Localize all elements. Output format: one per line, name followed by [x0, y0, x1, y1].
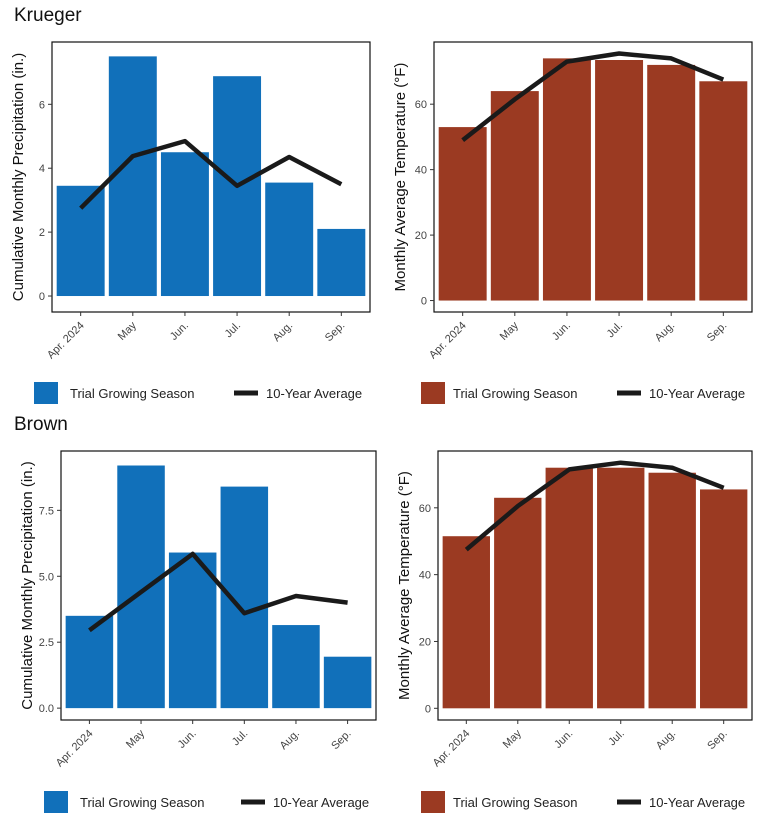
x-tick-label: Aug.: [654, 728, 678, 752]
plot-frame: [60, 450, 377, 721]
y-tick-label: 40: [419, 570, 431, 582]
x-tick-label: Jul.: [230, 728, 251, 749]
y-axis-label: Cumulative Monthly Precipitation (in.): [10, 53, 27, 301]
chart-panel-krueger-precip: 0 2 4 6 Apr. 2024 May Jun. Jul. Aug. Sep. Cumulati…: [10, 41, 371, 362]
bar-jul: [597, 467, 645, 709]
y-tick-label: 20: [415, 230, 427, 242]
x-tick-label: May: [124, 727, 148, 751]
x-tick-label: Apr. 2024: [427, 320, 469, 362]
x-tick-label: May: [116, 319, 140, 343]
bar-may: [117, 465, 165, 709]
chart-panel-krueger-temp: 0 20 40 60 Apr. 2024 May Jun. Jul. Aug. Sep. Month…: [392, 41, 753, 362]
x-tick-label: Apr. 2024: [54, 728, 96, 770]
bar-sep: [699, 81, 748, 301]
bar-aug: [272, 625, 320, 709]
legend-bar-swatch: [44, 791, 68, 813]
y-axis-label: Monthly Average Temperature (°F): [392, 63, 409, 292]
x-tick-label: Sep.: [323, 320, 347, 344]
x-tick-label: Jul.: [606, 728, 627, 749]
y-tick-label: 60: [415, 99, 427, 111]
y-axis-label: Monthly Average Temperature (°F): [396, 471, 413, 700]
y-tick-label: 20: [419, 636, 431, 648]
bar-apr-2024: [56, 185, 105, 297]
legend-bar-label: Trial Growing Season: [70, 386, 195, 401]
bar-jun: [160, 152, 209, 297]
legend-line-label: 10-Year Average: [649, 386, 745, 401]
legend-bar-swatch: [421, 791, 445, 813]
x-tick-label: Sep.: [329, 728, 353, 752]
legend-line-label: 10-Year Average: [649, 795, 745, 810]
bar-sep: [323, 656, 372, 709]
plot-frame: [433, 41, 753, 313]
y-tick-label: 0: [39, 291, 45, 303]
x-tick-label: Jun.: [168, 320, 191, 343]
ten-year-average-line: [88, 551, 348, 633]
y-tick-label: 6: [39, 99, 45, 111]
x-tick-label: Apr. 2024: [45, 320, 87, 362]
legend-bar-swatch: [34, 382, 58, 404]
legend-krueger-temp: Trial Growing Season 10-Year Average: [421, 382, 745, 404]
chart-panel-brown-precip: 0.0 2.5 5.0 7.5 Apr. 2024 May Jun. Jul. Aug. Sep.…: [19, 450, 377, 770]
x-tick-label: Jun.: [550, 320, 573, 343]
bar-apr-2024: [65, 615, 114, 709]
site-title-krueger: Krueger: [14, 5, 82, 26]
bar-may: [108, 56, 157, 297]
bar-aug: [265, 182, 314, 297]
x-tick-label: Jun.: [176, 728, 199, 751]
legend-bar-label: Trial Growing Season: [80, 795, 205, 810]
x-tick-label: Jun.: [552, 728, 575, 751]
legend-bar-label: Trial Growing Season: [453, 795, 578, 810]
x-tick-label: Aug.: [278, 728, 302, 752]
bar-apr-2024: [438, 127, 487, 301]
y-tick-label: 4: [39, 163, 45, 175]
x-tick-label: Sep.: [705, 320, 729, 344]
legend-krueger-precip: Trial Growing Season 10-Year Average: [34, 382, 362, 404]
bar-jun: [545, 467, 593, 709]
legend-brown-precip: Trial Growing Season 10-Year Average: [44, 791, 369, 813]
bar-may: [490, 91, 539, 301]
ten-year-average-line: [79, 138, 343, 210]
bar-may: [494, 497, 542, 709]
y-tick-label: 40: [415, 165, 427, 177]
y-tick-label: 60: [419, 503, 431, 515]
legend-bar-label: Trial Growing Season: [453, 386, 578, 401]
plot-frame: [51, 41, 371, 313]
legend-brown-temp: Trial Growing Season 10-Year Average: [421, 791, 745, 813]
bar-jun: [168, 552, 217, 709]
bar-sep: [700, 489, 748, 709]
legend-line-label: 10-Year Average: [266, 386, 362, 401]
legend-line-label: 10-Year Average: [273, 795, 369, 810]
bar-sep: [317, 228, 366, 297]
x-tick-label: Aug.: [271, 320, 295, 344]
y-tick-label: 0: [421, 296, 427, 308]
y-tick-label: 0: [425, 703, 431, 715]
bar-apr-2024: [442, 536, 490, 709]
ten-year-average-line: [464, 460, 725, 552]
bar-aug: [648, 472, 696, 709]
x-tick-label: Jul.: [223, 320, 244, 341]
ten-year-average-line: [461, 51, 725, 142]
y-tick-label: 2.5: [39, 637, 54, 649]
site-title-brown: Brown: [14, 414, 68, 435]
x-tick-label: May: [501, 727, 525, 751]
bar-jul: [595, 60, 644, 301]
y-axis-label: Cumulative Monthly Precipitation (in.): [19, 461, 36, 709]
chart-panel-brown-temp: 0 20 40 60 Apr. 2024 May Jun. Jul. Aug. Sep. Month…: [396, 450, 753, 770]
y-tick-label: 0.0: [39, 703, 54, 715]
legend-bar-swatch: [421, 382, 445, 404]
y-tick-label: 7.5: [39, 505, 54, 517]
x-tick-label: Jul.: [605, 320, 626, 341]
x-tick-label: Sep.: [705, 728, 729, 752]
bar-aug: [647, 64, 696, 301]
plot-frame: [437, 450, 753, 721]
x-tick-label: Aug.: [653, 320, 677, 344]
x-tick-label: Apr. 2024: [431, 728, 473, 770]
y-tick-label: 2: [39, 227, 45, 239]
x-tick-label: May: [498, 319, 522, 343]
bar-jun: [542, 58, 591, 301]
y-tick-label: 5.0: [39, 571, 54, 583]
